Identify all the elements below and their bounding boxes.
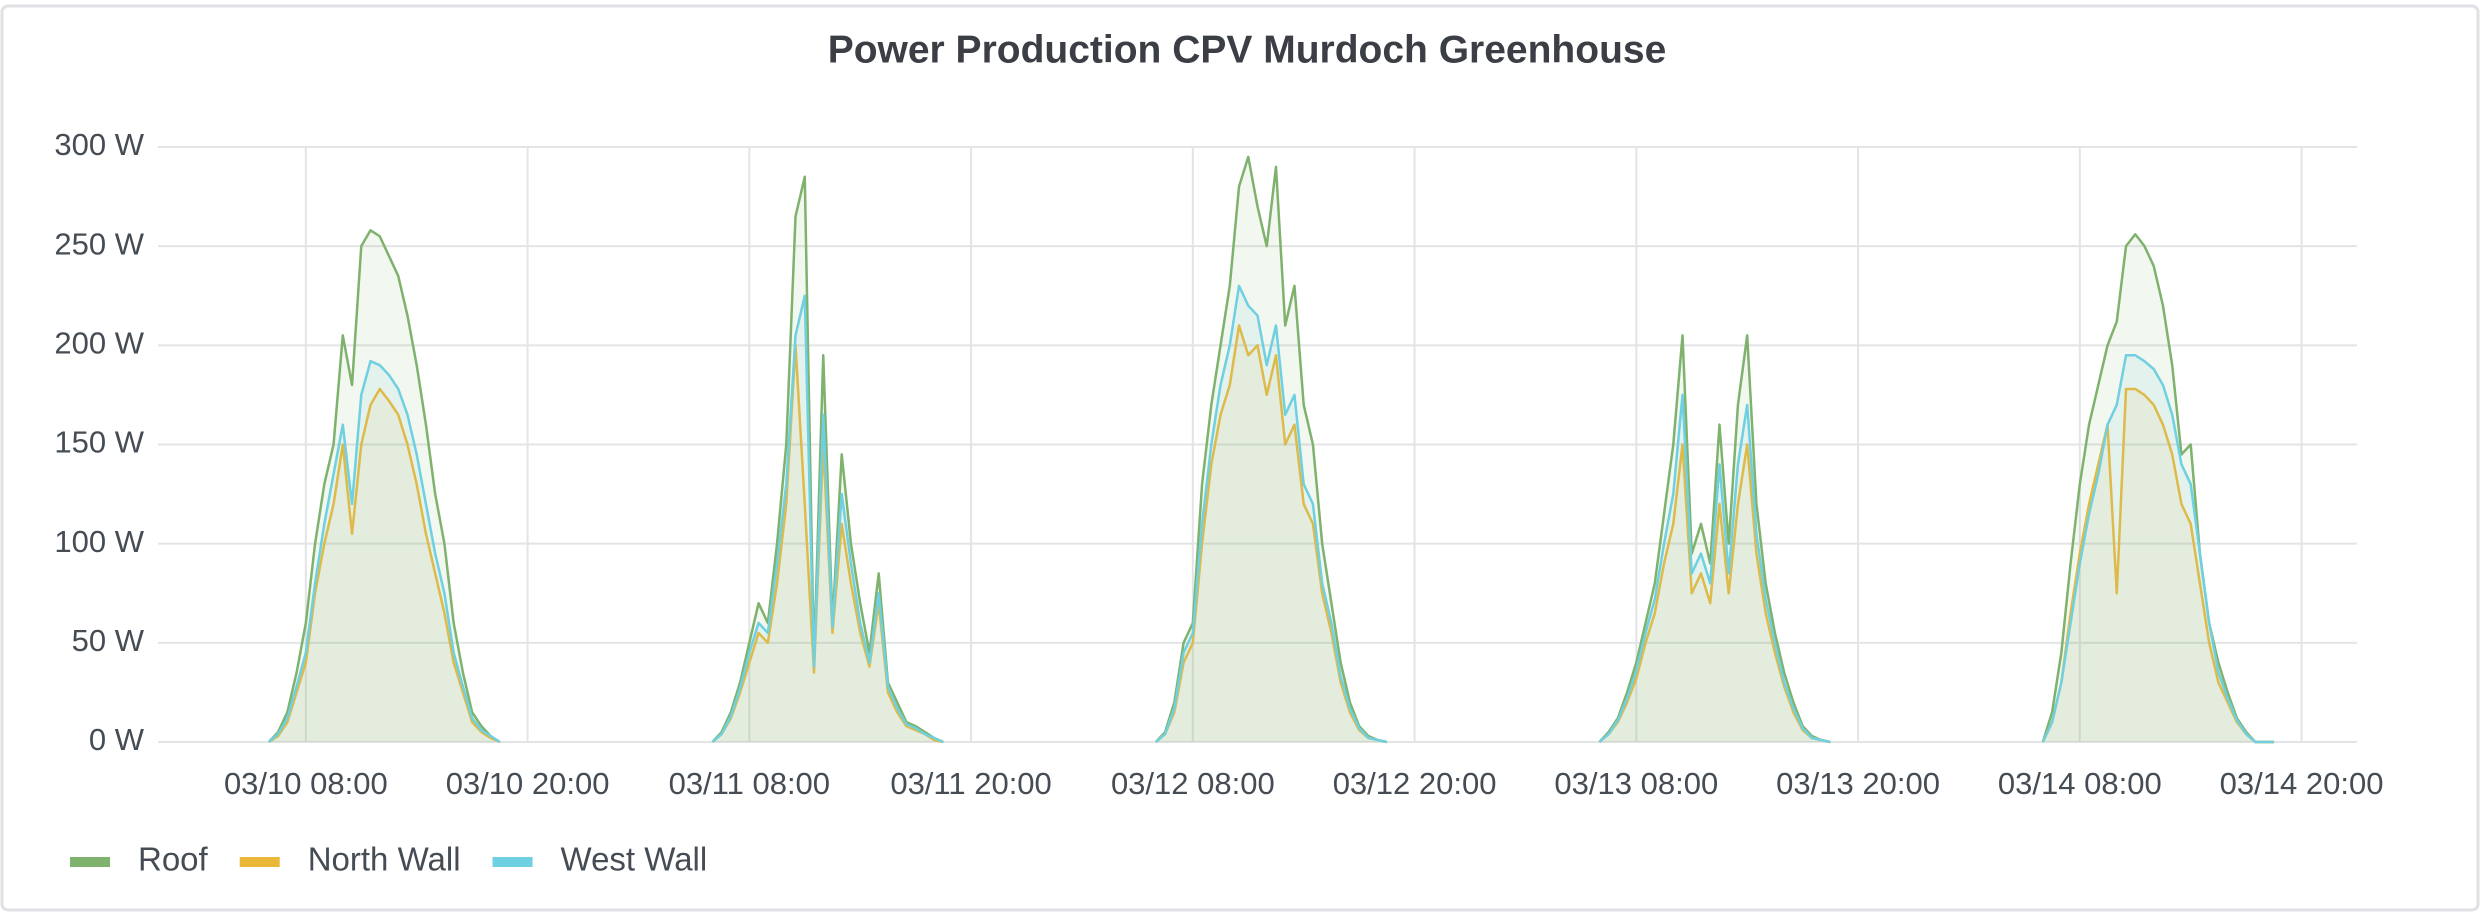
x-tick-label: 03/11 20:00: [890, 766, 1051, 801]
y-tick-label: 150 W: [54, 425, 144, 460]
area-fill: [268, 156, 2274, 742]
x-tick-label: 03/13 20:00: [1776, 766, 1940, 801]
x-tick-label: 03/11 08:00: [669, 766, 830, 801]
series-line: [268, 284, 2274, 744]
legend-swatch: [492, 857, 533, 867]
x-tick-label: 03/14 20:00: [2220, 766, 2384, 801]
y-tick-label: 300 W: [54, 127, 144, 162]
x-tick-label: 03/12 08:00: [1111, 766, 1275, 801]
x-tick-label: 03/10 08:00: [224, 766, 388, 801]
legend-swatch: [70, 857, 110, 867]
area-fill: [268, 285, 2274, 742]
legend-label: Roof: [138, 841, 209, 878]
y-tick-label: 50 W: [72, 623, 145, 658]
series-line: [267, 155, 2274, 744]
y-tick-label: 0 W: [89, 722, 145, 757]
legend-label: North Wall: [308, 841, 461, 878]
x-tick-label: 03/10 20:00: [446, 766, 610, 801]
area-fill: [268, 325, 2274, 742]
legend-swatch: [239, 857, 280, 867]
x-tick-label: 03/14 08:00: [1998, 766, 2162, 801]
legend-label: West Wall: [561, 841, 708, 878]
legend: Roof North Wall West Wall: [70, 841, 707, 878]
y-tick-label: 100 W: [54, 524, 144, 559]
y-tick-label: 250 W: [54, 226, 144, 261]
x-tick-label: 03/12 20:00: [1333, 766, 1497, 801]
chart-title: Power Production CPV Murdoch Greenhouse: [828, 28, 1667, 71]
y-tick-label: 200 W: [54, 326, 144, 361]
x-tick-label: 03/13 08:00: [1554, 766, 1718, 801]
